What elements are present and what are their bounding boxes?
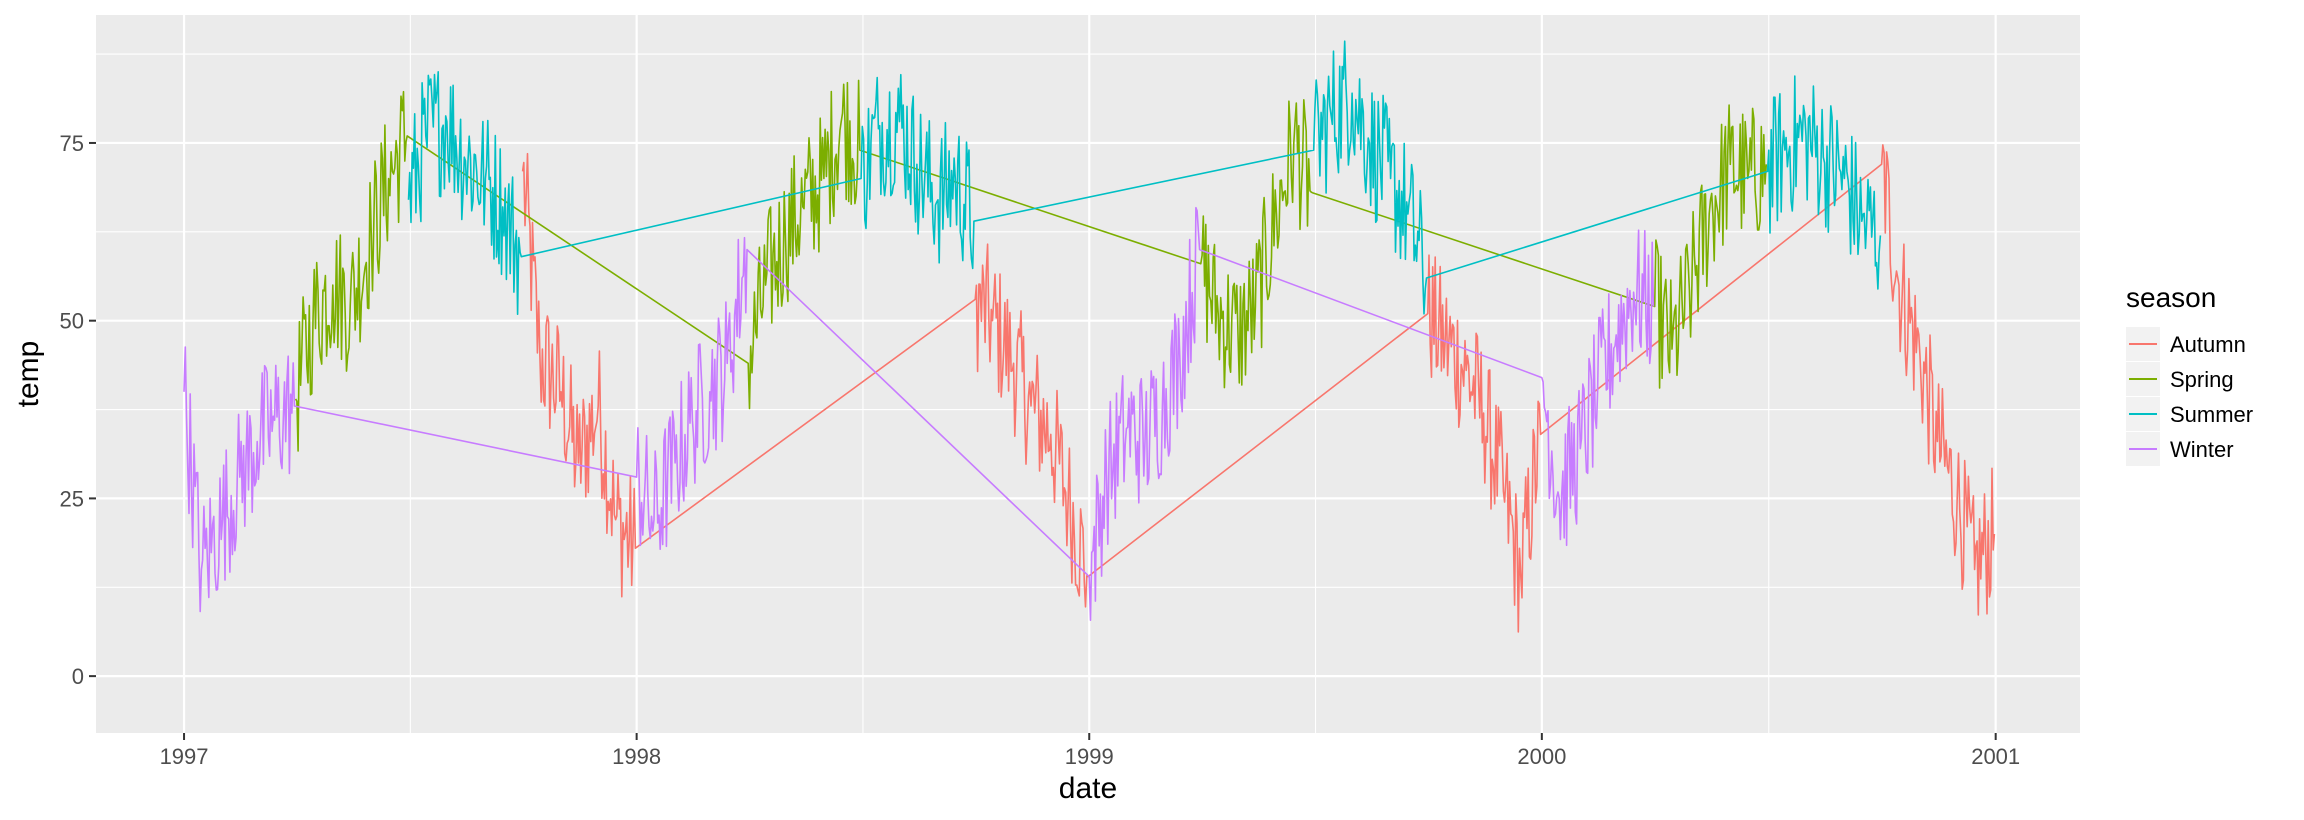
y-axis: 0 25 50 75 [60,131,96,689]
x-tick-label: 1998 [612,744,661,769]
legend-label: Winter [2170,437,2234,462]
grid-minor [96,15,2080,733]
y-tick-label: 75 [60,131,84,156]
x-tick-label: 1999 [1065,744,1114,769]
y-axis-title: temp [12,341,45,408]
legend-title: season [2126,282,2216,313]
legend: season Autumn Spring Summer Winter [2126,282,2253,466]
x-tick-label: 2001 [1971,744,2020,769]
series-line-winter [183,206,1655,621]
x-axis: 1997 1998 1999 2000 2001 [160,733,2020,769]
y-tick-label: 50 [60,309,84,334]
series-layer [183,40,1996,633]
series-line-autumn [521,144,1996,633]
series-line-spring [294,79,1768,452]
legend-label: Autumn [2170,332,2246,357]
y-tick-label: 25 [60,486,84,511]
plot-panel [96,15,2080,733]
x-tick-label: 2000 [1517,744,1566,769]
legend-label: Spring [2170,367,2234,392]
x-axis-title: date [1059,772,1117,805]
y-tick-label: 0 [72,664,84,689]
legend-label: Summer [2170,402,2253,427]
series-line-summer [407,40,1882,315]
x-tick-label: 1997 [160,744,209,769]
